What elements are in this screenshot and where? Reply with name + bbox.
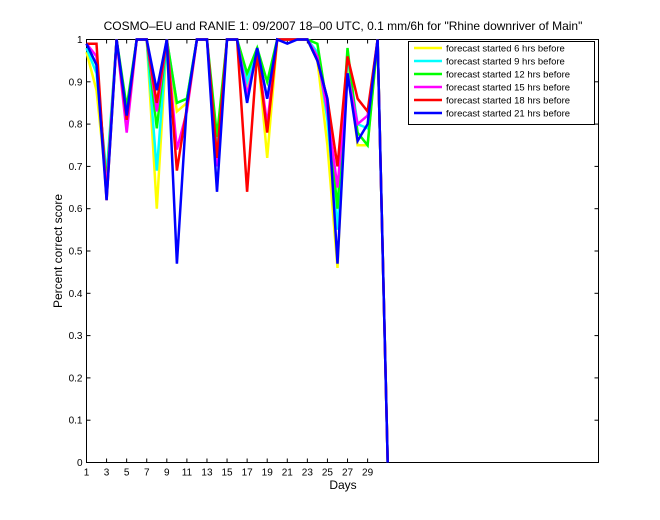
- y-tick-label: 0.3: [69, 331, 83, 342]
- x-tick-label: 27: [342, 468, 354, 479]
- x-tick-label: 25: [322, 468, 334, 479]
- x-tick-label: 1: [84, 468, 90, 479]
- x-tick-label: 29: [362, 468, 374, 479]
- x-tick-label: 5: [124, 468, 130, 479]
- x-tick-label: 21: [282, 468, 294, 479]
- x-tick-label: 7: [144, 468, 150, 479]
- legend-label-3: forecast started 12 hrs before: [446, 70, 570, 81]
- legend-label-1: forecast started 6 hrs before: [446, 44, 565, 55]
- x-tick-label: 13: [201, 468, 213, 479]
- y-tick-label: 0.1: [69, 416, 83, 427]
- y-axis: 0 0.1 0.2 0.3 0.4 0.5 0.6 0.7 0.8 0.9 1: [69, 35, 599, 469]
- y-tick-label: 0.6: [69, 204, 83, 215]
- y-tick-label: 0.9: [69, 77, 83, 88]
- series-line-6: [85, 37, 389, 463]
- y-tick-label: 0.5: [69, 247, 83, 258]
- x-tick-label: 15: [221, 468, 233, 479]
- x-tick-label: 9: [164, 468, 170, 479]
- legend-label-4: forecast started 15 hrs before: [446, 83, 570, 94]
- y-tick-label: 0.2: [69, 373, 83, 384]
- x-tick-label: 11: [182, 468, 193, 479]
- y-tick-label: 0.4: [69, 289, 83, 300]
- legend: forecast started 6 hrs before forecast st…: [408, 41, 595, 125]
- y-tick-label: 0.7: [69, 162, 83, 173]
- y-tick-label: 0: [77, 458, 83, 469]
- y-axis-label: Percent correct score: [51, 194, 65, 308]
- x-axis-label: Days: [329, 478, 356, 492]
- chart-title: COSMO–EU and RANIE 1: 09/2007 18–00 UTC,…: [104, 19, 583, 33]
- y-tick-label: 0.8: [69, 120, 83, 131]
- series-lines: [85, 37, 389, 463]
- legend-label-2: forecast started 9 hrs before: [446, 57, 565, 68]
- x-tick-label: 3: [104, 468, 110, 479]
- x-tick-label: 17: [242, 468, 254, 479]
- legend-label-6: forecast started 21 hrs before: [446, 109, 570, 120]
- legend-label-5: forecast started 18 hrs before: [446, 96, 570, 107]
- y-tick-label: 1: [77, 35, 83, 46]
- legend-box: [408, 41, 595, 125]
- x-tick-label: 19: [262, 468, 274, 479]
- x-tick-label: 23: [302, 468, 314, 479]
